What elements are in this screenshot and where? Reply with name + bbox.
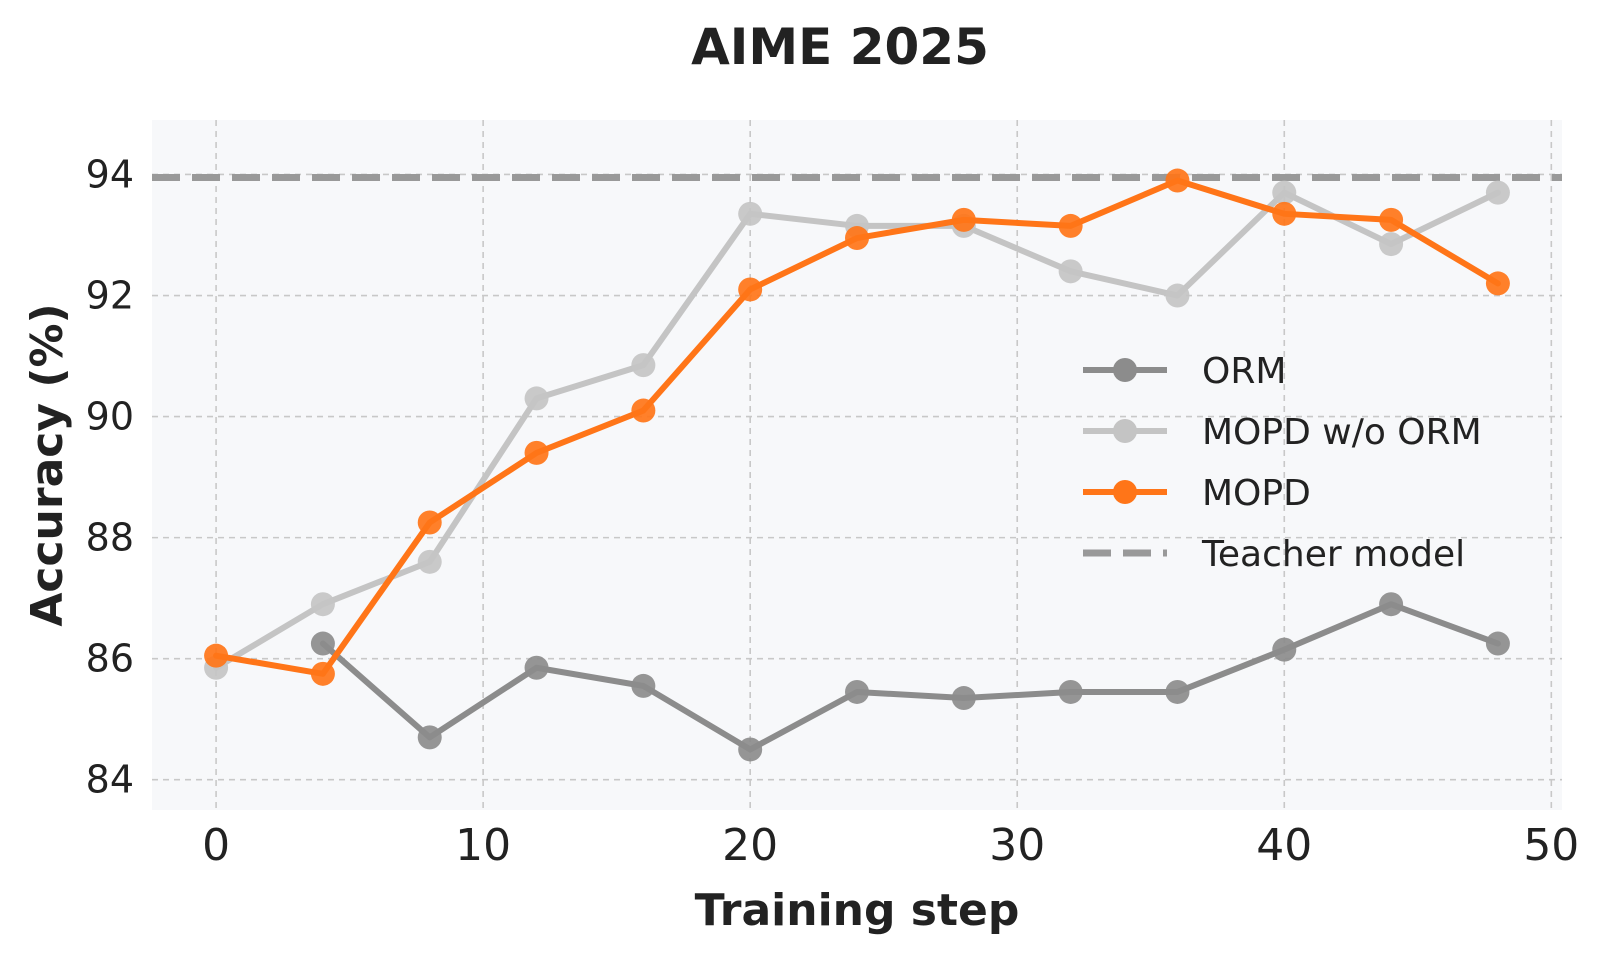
legend-label: MOPD <box>1202 473 1311 514</box>
y-axis-label: Accuracy (%) <box>22 303 73 626</box>
legend-marker <box>1113 358 1137 382</box>
legend-marker <box>1113 419 1137 443</box>
x-axis-label: Training step <box>695 885 1020 936</box>
y-tick-label: 86 <box>86 637 134 681</box>
data-point <box>524 655 549 680</box>
data-point <box>524 386 549 411</box>
data-point <box>204 643 229 668</box>
x-tick-label: 20 <box>722 820 778 871</box>
y-axis: 84 86 88 90 92 94 <box>86 152 134 801</box>
legend: ORM MOPD w/o ORM MOPD Teacher model <box>1083 351 1482 575</box>
legend-label: Teacher model <box>1201 534 1465 575</box>
data-point <box>524 440 549 465</box>
data-point <box>310 631 335 656</box>
data-point <box>738 201 763 226</box>
data-point <box>1379 592 1404 617</box>
y-tick-label: 84 <box>86 758 134 802</box>
data-point <box>1485 180 1510 205</box>
x-tick-label: 10 <box>455 820 511 871</box>
x-tick-label: 0 <box>202 820 230 871</box>
data-point <box>1272 180 1297 205</box>
data-point <box>1485 271 1510 296</box>
legend-item: MOPD w/o ORM <box>1083 412 1482 453</box>
legend-marker <box>1113 480 1137 504</box>
legend-label: ORM <box>1202 351 1286 392</box>
x-tick-label: 30 <box>989 820 1045 871</box>
data-point <box>417 725 442 750</box>
data-point <box>951 686 976 711</box>
data-point <box>1272 637 1297 662</box>
legend-item: ORM <box>1083 351 1286 392</box>
x-axis: 0 10 20 30 40 50 <box>202 820 1579 871</box>
data-point <box>631 353 656 378</box>
y-tick-label: 94 <box>86 152 134 196</box>
x-tick-label: 40 <box>1256 820 1312 871</box>
series-orm <box>310 592 1510 762</box>
data-point <box>845 679 869 704</box>
chart-title: AIME 2025 <box>691 18 989 76</box>
legend-item: MOPD <box>1083 473 1311 514</box>
data-point <box>310 592 335 617</box>
y-tick-label: 90 <box>86 395 134 439</box>
data-point <box>1165 168 1190 193</box>
data-point <box>845 226 869 251</box>
data-point <box>417 510 442 535</box>
data-point <box>1165 679 1190 704</box>
data-point <box>1379 232 1404 257</box>
series-line <box>319 601 1501 753</box>
data-point <box>1379 207 1404 232</box>
data-point <box>1058 679 1083 704</box>
series-layer <box>204 168 1510 762</box>
y-tick-label: 88 <box>86 516 134 560</box>
data-point <box>738 737 763 762</box>
data-point <box>738 277 763 302</box>
data-point <box>310 661 335 686</box>
series-mopd <box>204 168 1510 686</box>
data-point <box>1272 201 1297 226</box>
y-tick-label: 92 <box>86 274 134 318</box>
data-point <box>1485 631 1510 656</box>
data-point <box>951 207 976 232</box>
legend-label: MOPD w/o ORM <box>1202 412 1482 453</box>
x-tick-label: 50 <box>1523 820 1579 871</box>
data-point <box>1165 283 1190 308</box>
data-point <box>631 673 656 698</box>
legend-item: Teacher model <box>1083 534 1465 575</box>
data-point <box>1058 259 1083 284</box>
data-point <box>631 398 656 423</box>
data-point <box>417 549 442 574</box>
data-point <box>1058 213 1083 238</box>
